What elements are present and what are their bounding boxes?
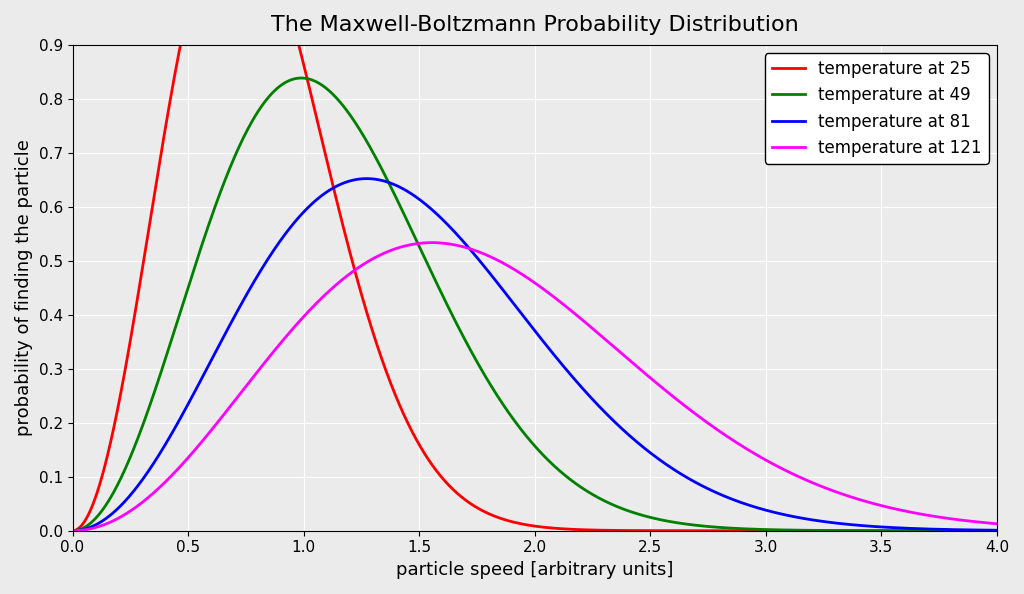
Legend: temperature at 25, temperature at 49, temperature at 81, temperature at 121: temperature at 25, temperature at 49, te… <box>765 53 988 163</box>
X-axis label: particle speed [arbitrary units]: particle speed [arbitrary units] <box>396 561 674 579</box>
temperature at 49 <box>668 519 680 526</box>
Y-axis label: probability of finding the particle: probability of finding the particle <box>15 140 33 436</box>
temperature at 81 <box>67 527 79 534</box>
temperature at 49 <box>420 257 432 264</box>
temperature at 121 <box>757 454 769 462</box>
temperature at 49 <box>757 526 769 533</box>
temperature at 49 <box>234 140 247 147</box>
temperature at 121 <box>826 487 839 494</box>
temperature at 121 <box>234 390 247 397</box>
Title: The Maxwell-Boltzmann Probability Distribution: The Maxwell-Boltzmann Probability Distri… <box>271 15 799 35</box>
temperature at 25 <box>991 527 1004 534</box>
temperature at 49 <box>295 74 307 81</box>
temperature at 25 <box>757 527 769 534</box>
temperature at 49 <box>826 527 839 534</box>
temperature at 81 <box>826 519 839 526</box>
Line: temperature at 121: temperature at 121 <box>73 242 997 530</box>
temperature at 25 <box>420 452 432 459</box>
temperature at 49 <box>621 507 633 514</box>
temperature at 49 <box>67 527 79 534</box>
temperature at 121 <box>426 239 438 246</box>
Line: temperature at 25: temperature at 25 <box>73 0 997 530</box>
Line: temperature at 81: temperature at 81 <box>73 179 997 530</box>
Line: temperature at 49: temperature at 49 <box>73 78 997 530</box>
temperature at 81 <box>234 302 247 309</box>
temperature at 121 <box>420 239 432 247</box>
temperature at 121 <box>67 527 79 534</box>
temperature at 81 <box>420 201 432 208</box>
temperature at 25 <box>67 527 79 534</box>
temperature at 25 <box>668 527 680 534</box>
temperature at 121 <box>668 394 680 401</box>
temperature at 81 <box>621 430 633 437</box>
temperature at 121 <box>621 355 633 362</box>
temperature at 81 <box>668 466 680 473</box>
temperature at 81 <box>757 505 769 513</box>
temperature at 25 <box>826 527 839 534</box>
temperature at 81 <box>360 175 373 182</box>
temperature at 81 <box>991 527 1004 534</box>
temperature at 121 <box>991 520 1004 527</box>
temperature at 49 <box>991 527 1004 534</box>
temperature at 25 <box>621 527 633 534</box>
